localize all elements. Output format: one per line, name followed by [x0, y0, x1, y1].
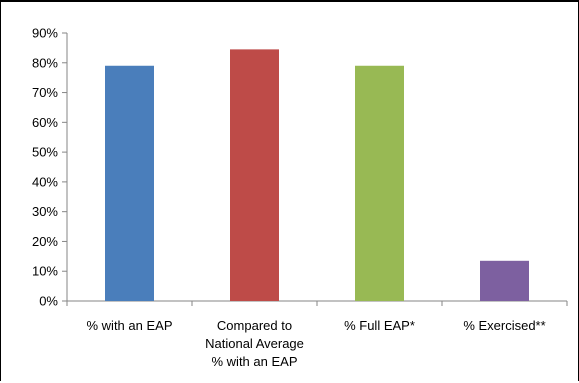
y-tick-label: 30% — [32, 204, 58, 219]
x-category-label: Compared to — [217, 318, 292, 333]
x-category-label: % Full EAP* — [344, 318, 415, 333]
y-tick-label: 20% — [32, 234, 58, 249]
y-tick-label: 50% — [32, 145, 58, 160]
y-tick-label: 10% — [32, 264, 58, 279]
y-tick-label: 40% — [32, 174, 58, 189]
y-tick-label: 0% — [39, 294, 58, 309]
x-category-label: National Average — [205, 336, 304, 351]
x-category-label: % with an EAP — [212, 354, 298, 369]
y-tick-label: 70% — [32, 85, 58, 100]
bar-2 — [230, 49, 279, 301]
bar-3 — [355, 65, 404, 301]
bar-1 — [105, 65, 154, 301]
y-tick-label: 90% — [32, 26, 58, 41]
y-tick-label: 80% — [32, 55, 58, 70]
x-category-label: % with an EAP — [87, 318, 173, 333]
y-tick-label: 60% — [32, 115, 58, 130]
x-category-label: % Exercised** — [463, 318, 545, 333]
bar-4 — [480, 260, 529, 301]
